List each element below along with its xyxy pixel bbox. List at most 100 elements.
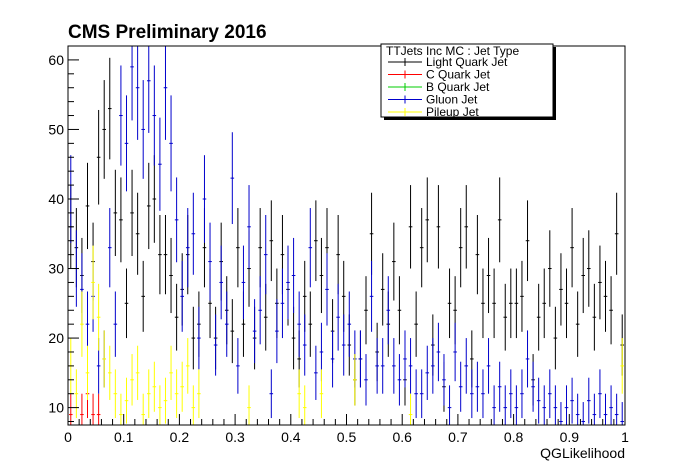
data-point — [113, 369, 118, 419]
legend-header: TTJets Inc MC : Jet Type — [386, 44, 519, 58]
data-point — [431, 338, 435, 394]
data-point — [141, 393, 145, 425]
data-point — [542, 268, 547, 339]
y-tick-label: 60 — [48, 52, 64, 68]
legend-box — [380, 43, 554, 118]
data-point — [102, 80, 106, 179]
data-point — [386, 276, 391, 345]
data-point — [425, 177, 430, 263]
data-point — [319, 369, 324, 419]
data-point — [564, 268, 569, 339]
data-point — [291, 237, 296, 314]
data-point — [291, 306, 296, 370]
legend-entry: C Quark Jet — [388, 68, 491, 82]
data-point — [587, 377, 591, 424]
data-point — [570, 208, 574, 288]
data-point — [514, 385, 519, 425]
x-tick-label: 0.9 — [560, 429, 580, 445]
data-point — [208, 222, 212, 301]
data-point — [258, 276, 262, 345]
x-tick-label: 0.2 — [170, 429, 190, 445]
data-point — [481, 268, 485, 339]
data-point — [191, 385, 196, 425]
x-tick-label: 1 — [621, 429, 629, 445]
data-point — [286, 245, 290, 320]
data-point — [69, 393, 73, 425]
data-point — [197, 369, 201, 419]
data-point — [414, 369, 418, 419]
data-point — [174, 369, 179, 419]
data-point — [570, 377, 574, 424]
data-point — [80, 393, 84, 425]
data-point — [436, 185, 441, 269]
data-point — [408, 393, 413, 425]
series-gluon-jet — [69, 46, 624, 425]
data-point — [620, 402, 624, 425]
data-point — [609, 276, 613, 345]
data-point — [280, 268, 285, 339]
data-point — [119, 393, 123, 425]
data-point — [553, 385, 558, 425]
data-point — [263, 283, 268, 351]
x-axis-title: QGLikelihood — [540, 445, 625, 461]
data-point — [224, 291, 229, 357]
axes-layer: 0 0.1 0.2 0.3 0.4 0.5 0.6 0.7 0.8 0.9 1 10 20 30 40 50 6… — [48, 45, 629, 445]
data-point — [553, 306, 558, 370]
data-point — [141, 80, 145, 179]
data-point — [158, 385, 162, 425]
data-point — [258, 208, 262, 288]
data-point — [520, 260, 524, 332]
data-point — [213, 314, 218, 376]
data-point — [252, 299, 257, 364]
data-point — [85, 345, 90, 400]
data-point — [91, 245, 95, 320]
data-point — [497, 177, 502, 263]
data-point — [91, 393, 95, 425]
data-point — [380, 338, 385, 394]
data-point — [358, 330, 363, 388]
data-point — [453, 322, 457, 382]
x-tick-label: 0.3 — [225, 429, 245, 445]
data-point — [458, 361, 463, 412]
data-point — [458, 208, 463, 288]
data-point — [102, 330, 106, 388]
data-point — [581, 402, 586, 425]
data-point — [302, 314, 307, 376]
data-point — [575, 393, 580, 425]
data-point — [119, 177, 123, 263]
data-point — [236, 338, 240, 394]
series-pileup-jet — [69, 245, 624, 425]
data-point — [174, 283, 179, 351]
y-tick-label: 50 — [48, 121, 64, 137]
data-point — [180, 361, 184, 412]
data-point — [581, 237, 586, 314]
data-point — [135, 345, 140, 400]
legend-entry: B Quark Jet — [388, 80, 490, 94]
data-point — [353, 354, 357, 406]
data-point — [275, 299, 279, 364]
data-point — [219, 245, 223, 320]
data-point — [169, 95, 173, 192]
data-point — [113, 291, 118, 357]
legend-entry: Gluon Jet — [388, 93, 478, 107]
data-point — [559, 402, 563, 425]
data-point — [152, 65, 157, 166]
data-point — [603, 393, 608, 425]
x-tick-label: 0.1 — [114, 429, 134, 445]
data-point — [614, 192, 619, 275]
data-point — [308, 208, 313, 288]
data-point — [191, 306, 196, 370]
data-point — [408, 338, 413, 394]
data-point — [163, 377, 168, 424]
data-point — [503, 385, 508, 425]
data-point — [263, 214, 268, 295]
data-point — [447, 268, 452, 339]
data-point — [464, 185, 469, 269]
data-point — [314, 345, 318, 400]
data-point — [531, 361, 535, 412]
data-point — [559, 253, 563, 326]
data-point — [548, 230, 552, 307]
data-point — [425, 345, 430, 400]
legend-entry: Pileup Jet — [388, 105, 479, 119]
